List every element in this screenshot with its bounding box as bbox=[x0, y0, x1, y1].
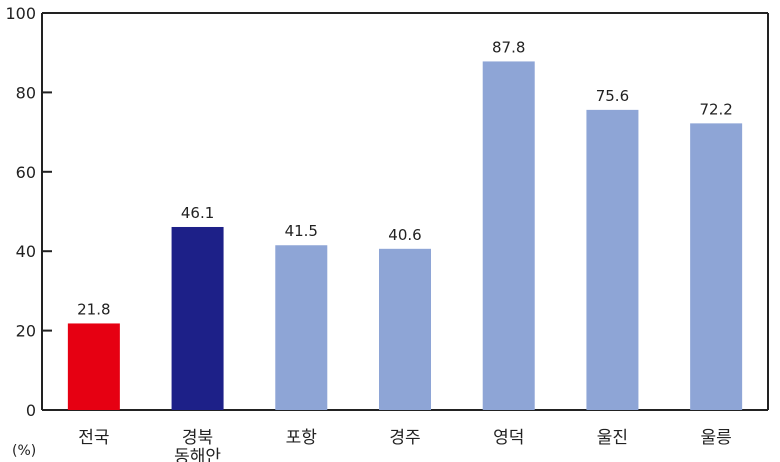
bar bbox=[482, 61, 535, 411]
data-label: 40.6 bbox=[388, 226, 421, 244]
x-tick-label: 영덕 bbox=[493, 428, 524, 448]
data-label: 75.6 bbox=[596, 87, 629, 105]
data-label: 72.2 bbox=[699, 100, 732, 118]
data-label: 41.5 bbox=[285, 222, 318, 240]
y-tick-label: 60 bbox=[16, 163, 36, 182]
data-label: 87.8 bbox=[492, 38, 525, 56]
bar bbox=[67, 323, 120, 410]
x-tick-label: 울진 bbox=[597, 428, 628, 448]
data-label: 21.8 bbox=[77, 300, 110, 318]
x-tick-label: 동해안 bbox=[174, 447, 221, 462]
bar bbox=[586, 109, 639, 411]
x-tick-label: 경북 bbox=[182, 428, 213, 448]
x-tick-label: 포항 bbox=[286, 428, 318, 448]
x-tick-label: 전국 bbox=[78, 428, 109, 448]
y-tick-label: 0 bbox=[26, 401, 36, 420]
bar bbox=[690, 123, 743, 410]
bar bbox=[275, 245, 328, 410]
y-tick-label: 100 bbox=[5, 4, 36, 23]
y-tick-label: 40 bbox=[16, 242, 36, 261]
y-tick-label: 20 bbox=[16, 322, 36, 341]
data-label: 46.1 bbox=[181, 204, 214, 222]
bars bbox=[67, 61, 743, 411]
y-unit-label: (%) bbox=[12, 443, 36, 459]
bar bbox=[379, 248, 431, 410]
x-tick-label: 경주 bbox=[389, 428, 420, 448]
y-tick-label: 80 bbox=[16, 83, 36, 102]
bar bbox=[171, 226, 224, 410]
x-tick-label: 울릉 bbox=[701, 428, 732, 448]
